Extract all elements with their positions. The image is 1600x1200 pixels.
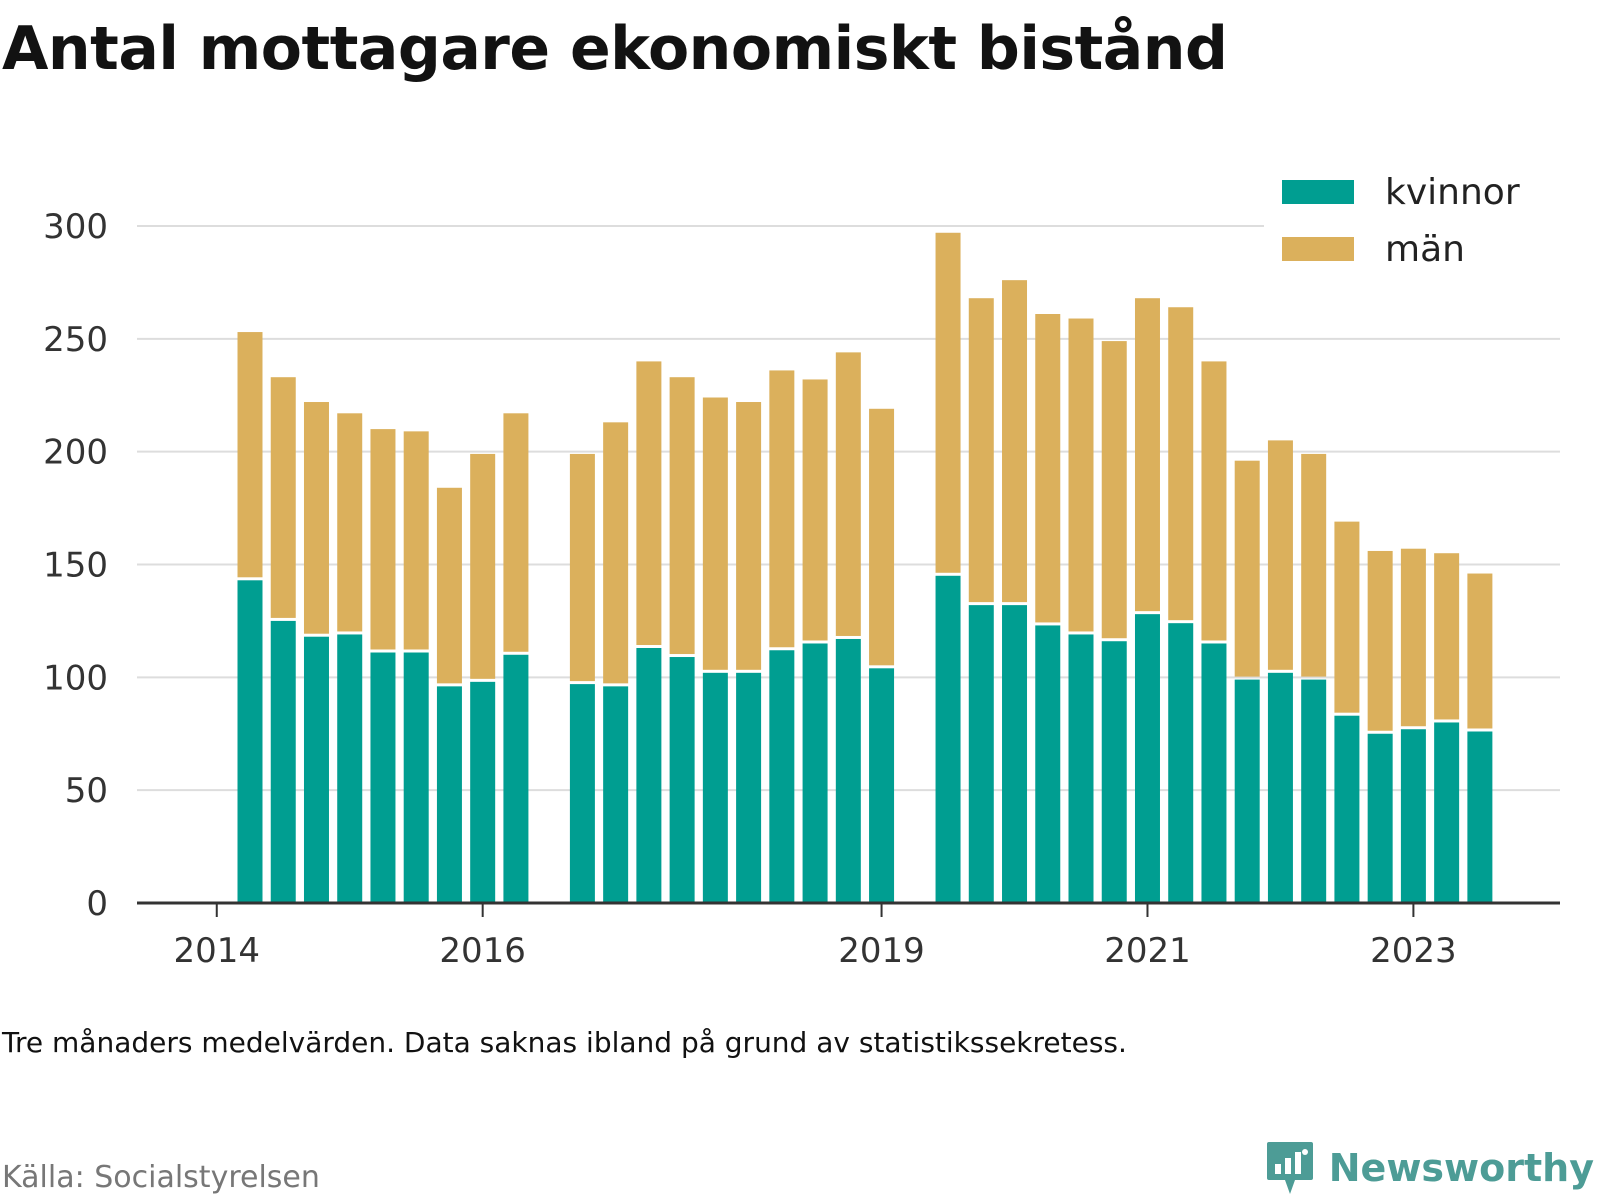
bar-segment-man [636, 361, 662, 645]
bar-segment-kvinnor [636, 647, 662, 903]
bar-segment-man [1002, 280, 1028, 603]
bar-segment-kvinnor [869, 668, 895, 903]
bar-segment-man [869, 408, 895, 666]
y-axis-labels: 0 50 100 150 200 250 300 [43, 207, 108, 924]
chart-title: Antal mottagare ekonomiskt bistånd [2, 14, 1228, 84]
bar-segment-kvinnor [1101, 641, 1127, 903]
bar-segment-kvinnor [1467, 731, 1493, 903]
bar-segment-kvinnor [436, 686, 462, 903]
x-tick-label: 2021 [1104, 931, 1191, 971]
bar-segment-kvinnor [470, 681, 496, 903]
chart-note: Tre månaders medelvärden. Data saknas ib… [2, 1026, 1127, 1059]
bar-segment-man [1400, 548, 1426, 727]
bar-segment-man [1467, 573, 1493, 729]
x-tick-label: 2019 [838, 931, 925, 971]
legend-label: kvinnor [1385, 172, 1520, 213]
y-tick-label: 50 [65, 771, 108, 811]
bar-segment-man [303, 402, 329, 634]
bar-segment-man [1434, 553, 1460, 720]
bar-segment-kvinnor [669, 657, 695, 903]
bar-segment-kvinnor [1367, 733, 1393, 903]
bar-segment-kvinnor [802, 643, 828, 903]
bar-segment-man [436, 487, 462, 684]
bar-segment-kvinnor [1267, 672, 1293, 903]
y-tick-label: 200 [43, 433, 108, 473]
bar-segment-man [370, 429, 396, 650]
bar-segment-man [1068, 318, 1094, 632]
x-axis: 2014 2016 2019 2021 2023 [137, 901, 1560, 971]
bar-segment-kvinnor [1035, 625, 1061, 903]
bar-segment-man [702, 397, 728, 670]
bar-segment-kvinnor [403, 652, 429, 903]
bar-segment-kvinnor [603, 686, 629, 903]
y-tick-label: 100 [43, 658, 108, 698]
x-tick-label: 2016 [439, 931, 526, 971]
bar-segment-man [935, 232, 961, 573]
bar-segment-man [1234, 460, 1260, 677]
x-tick-label: 2023 [1370, 931, 1457, 971]
bar-segment-man [769, 370, 795, 648]
bar-segment-kvinnor [337, 634, 363, 903]
bar-segment-man [1201, 361, 1227, 641]
newsworthy-logo-icon [1266, 1142, 1313, 1194]
bar-segment-man [603, 422, 629, 684]
source-credit: Källa: Socialstyrelsen [2, 1160, 320, 1195]
bar-segment-man [835, 352, 861, 636]
bar-segment-man [569, 453, 595, 682]
bar-segment-kvinnor [1434, 722, 1460, 903]
bar-segment-man [802, 379, 828, 641]
bar-segment-kvinnor [270, 620, 296, 903]
bar-segment-kvinnor [835, 638, 861, 903]
bar-segment-man [1035, 314, 1061, 623]
bar-segment-man [470, 453, 496, 679]
bar-segment-kvinnor [935, 575, 961, 903]
bar-segment-kvinnor [1168, 623, 1194, 903]
bar-segment-man [237, 332, 263, 578]
bar-segment-man [1101, 341, 1127, 639]
legend-swatch [1282, 237, 1354, 261]
bar-segment-kvinnor [702, 672, 728, 903]
x-tick-label: 2014 [173, 931, 260, 971]
bar-segment-kvinnor [736, 672, 762, 903]
bar-segment-man [1334, 521, 1360, 713]
bar-segment-man [337, 413, 363, 632]
y-tick-label: 150 [43, 546, 108, 586]
bar-segment-man [736, 402, 762, 670]
bar-segment-kvinnor [303, 636, 329, 903]
brand-name: Newsworthy [1328, 1146, 1594, 1190]
bar-segment-kvinnor [1068, 634, 1094, 903]
legend-label: män [1385, 229, 1465, 270]
y-tick-label: 300 [43, 207, 108, 247]
bar-segment-man [1367, 550, 1393, 731]
bar-segment-kvinnor [1334, 715, 1360, 903]
bars [237, 232, 1493, 903]
y-tick-label: 0 [86, 884, 108, 924]
bar-segment-man [1301, 453, 1327, 677]
bar-segment-kvinnor [1002, 605, 1028, 903]
bar-segment-kvinnor [569, 684, 595, 903]
brand-logo[interactable]: Newsworthy [1265, 1140, 1594, 1196]
bar-segment-man [403, 431, 429, 650]
bar-segment-man [669, 377, 695, 655]
legend-swatch [1282, 180, 1354, 204]
y-tick-label: 250 [43, 320, 108, 360]
bar-segment-kvinnor [968, 605, 994, 903]
bar-segment-man [503, 413, 529, 652]
bar-segment-man [1134, 298, 1160, 612]
bar-segment-man [968, 298, 994, 603]
bar-segment-man [270, 377, 296, 618]
bar-segment-kvinnor [1301, 679, 1327, 903]
bar-segment-man [1267, 440, 1293, 670]
bar-segment-kvinnor [1234, 679, 1260, 903]
bar-segment-kvinnor [503, 654, 529, 903]
bar-segment-kvinnor [1201, 643, 1227, 903]
bar-segment-kvinnor [370, 652, 396, 903]
bar-segment-kvinnor [1400, 729, 1426, 903]
bar-segment-man [1168, 307, 1194, 621]
bar-segment-kvinnor [1134, 614, 1160, 903]
legend: kvinnor män [1264, 166, 1560, 274]
bar-segment-kvinnor [769, 650, 795, 903]
bar-segment-kvinnor [237, 580, 263, 903]
